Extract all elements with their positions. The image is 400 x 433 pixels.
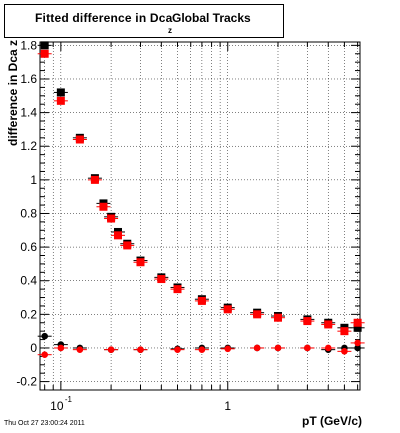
x-tick-label: 10 <box>50 399 64 413</box>
y-tick-label: -0.2 <box>16 375 37 389</box>
x-axis-label: pT (GeV/c) <box>301 414 362 428</box>
y-tick-label: 0.8 <box>20 206 37 220</box>
y-tick-label: 1.8 <box>20 38 37 52</box>
red-circle-point <box>354 339 361 347</box>
red-circle-point <box>304 344 311 352</box>
red-square-point <box>197 296 206 305</box>
y-tick-label: 1.4 <box>20 106 37 120</box>
red-square-point <box>107 214 116 223</box>
red-square-point <box>340 327 349 336</box>
black-circle-point <box>354 344 361 352</box>
red-square-point <box>173 285 182 294</box>
red-circle-point <box>224 345 232 353</box>
y-tick-label: 1 <box>30 173 37 187</box>
red-circle-point <box>324 344 332 352</box>
red-circle-point <box>57 344 65 352</box>
y-tick-label: 0.2 <box>20 307 37 321</box>
plot-frame <box>39 41 361 391</box>
title-main: Fitted difference in Dca <box>35 11 173 25</box>
y-tick-label: 1.6 <box>20 72 37 86</box>
red-square-point <box>40 49 49 58</box>
black-square-point <box>353 323 362 332</box>
red-circle-point <box>341 348 348 355</box>
red-square-point <box>157 275 166 284</box>
y-tick-label: 0.4 <box>20 274 37 288</box>
red-square-point <box>136 258 145 267</box>
red-circle-point <box>253 344 261 352</box>
red-square-point <box>273 313 282 322</box>
red-square-point <box>253 310 262 319</box>
x-tick-label: 1 <box>224 399 231 413</box>
y-tick-label: 1.2 <box>20 139 37 153</box>
x-tick-label-exponent: -1 <box>65 395 73 404</box>
red-circle-point <box>174 346 181 353</box>
red-circle-point <box>76 346 84 353</box>
timestamp: Thu Oct 27 23:00:24 2011 <box>4 420 85 427</box>
title-subscript: z <box>168 26 172 35</box>
title-box: Fitted difference in Dca z Global Tracks <box>4 4 284 38</box>
red-square-point <box>56 96 65 105</box>
red-square-point <box>223 305 232 314</box>
black-circle-point <box>41 332 48 340</box>
black-square-point <box>56 88 65 97</box>
red-circle-point <box>198 346 206 353</box>
red-square-point <box>99 202 108 211</box>
y-tick-label: 0.6 <box>20 240 37 254</box>
red-square-point <box>353 318 362 327</box>
red-circle-point <box>41 351 48 358</box>
y-axis-label: difference in Dca z <box>6 39 20 147</box>
red-square-point <box>114 231 123 240</box>
red-square-point <box>75 135 84 144</box>
red-circle-point <box>137 346 144 353</box>
black-square-point <box>40 41 49 50</box>
red-circle-point <box>274 344 282 352</box>
y-tick-label: 0 <box>30 341 37 355</box>
red-square-point <box>123 241 132 250</box>
title-tail: Global Tracks <box>172 11 251 25</box>
red-square-point <box>90 175 99 184</box>
red-square-point <box>303 317 312 326</box>
red-circle-point <box>107 346 115 353</box>
red-square-point <box>324 320 333 329</box>
